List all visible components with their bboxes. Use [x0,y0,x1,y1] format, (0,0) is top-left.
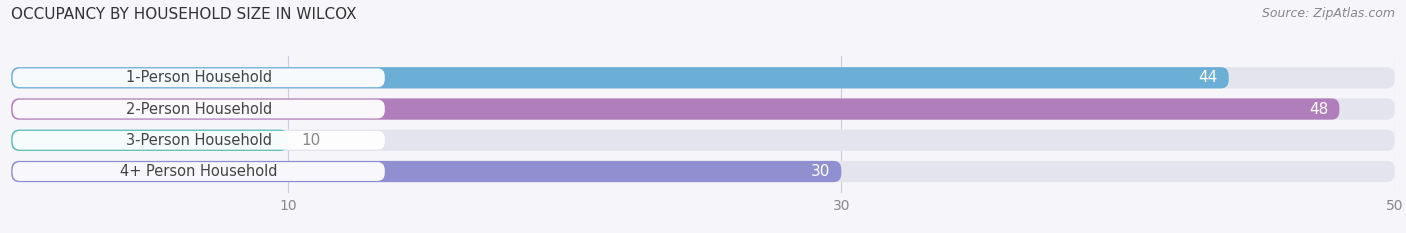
FancyBboxPatch shape [11,161,841,182]
FancyBboxPatch shape [13,100,385,118]
FancyBboxPatch shape [11,130,288,151]
FancyBboxPatch shape [11,98,1395,120]
FancyBboxPatch shape [11,130,1395,151]
Text: OCCUPANCY BY HOUSEHOLD SIZE IN WILCOX: OCCUPANCY BY HOUSEHOLD SIZE IN WILCOX [11,7,357,22]
Text: 44: 44 [1198,70,1218,85]
FancyBboxPatch shape [13,131,385,150]
FancyBboxPatch shape [11,161,1395,182]
Text: 48: 48 [1309,102,1329,116]
Text: 1-Person Household: 1-Person Household [125,70,271,85]
FancyBboxPatch shape [11,67,1395,88]
Text: 4+ Person Household: 4+ Person Household [120,164,277,179]
FancyBboxPatch shape [11,98,1340,120]
FancyBboxPatch shape [11,67,1229,88]
Text: 3-Person Household: 3-Person Household [125,133,271,148]
Text: Source: ZipAtlas.com: Source: ZipAtlas.com [1261,7,1395,20]
Text: 30: 30 [811,164,831,179]
Text: 10: 10 [302,133,321,148]
Text: 2-Person Household: 2-Person Household [125,102,271,116]
FancyBboxPatch shape [13,69,385,87]
FancyBboxPatch shape [13,162,385,181]
